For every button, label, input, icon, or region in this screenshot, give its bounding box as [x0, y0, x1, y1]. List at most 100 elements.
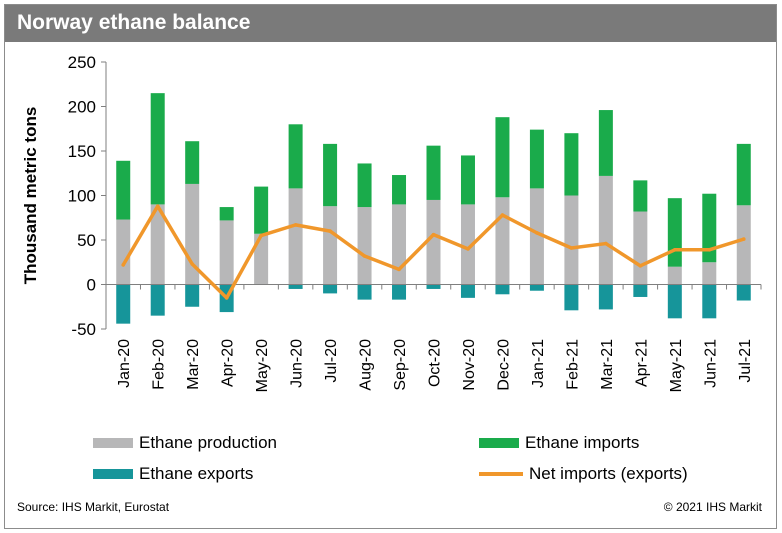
- net-imports-point: [293, 223, 298, 227]
- bar-production: [116, 219, 131, 285]
- chart-frame: Norway ethane balance -50 0 50 100 150 200 250…: [4, 4, 777, 529]
- bar-production: [667, 266, 682, 285]
- bar-production: [150, 204, 165, 285]
- net-imports-point: [604, 241, 608, 246]
- bar-imports: [460, 155, 475, 205]
- legend-imports-swatch: [479, 438, 519, 448]
- net-imports-point: [190, 262, 194, 266]
- x-tick-label: Jan-20: [116, 339, 133, 388]
- y-tick-label: 50: [77, 231, 96, 250]
- bar-imports: [323, 143, 338, 207]
- bar-imports: [667, 198, 682, 267]
- net-imports-point: [224, 296, 229, 300]
- bar-production: [460, 204, 475, 285]
- net-imports-point: [500, 213, 505, 217]
- bar-imports: [495, 117, 510, 198]
- source-note: Source: IHS Markit, Eurostat: [17, 500, 170, 514]
- legend-exports-swatch: [93, 469, 133, 479]
- chart-svg: -50 0 50 100 150 200 250 Thousand metric tons Ja…: [21, 53, 762, 392]
- bar-production: [357, 207, 372, 285]
- bar-exports: [288, 284, 303, 289]
- bar-production: [426, 199, 441, 285]
- bar-imports: [150, 93, 165, 205]
- chart-title: Norway ethane balance: [17, 11, 251, 34]
- bar-exports: [392, 284, 407, 300]
- legend-net-swatch: [479, 472, 523, 476]
- x-tick-label: Jan-21: [530, 339, 547, 388]
- x-tick-label: Jun-21: [702, 339, 719, 388]
- x-tick-label: Feb-21: [564, 339, 581, 390]
- bar-exports: [426, 284, 441, 289]
- bar-exports: [323, 284, 338, 294]
- bar-imports: [254, 186, 269, 234]
- x-tick-label: Mar-21: [599, 339, 616, 390]
- x-tick-label: Jul-21: [737, 339, 754, 383]
- net-imports-point: [535, 231, 539, 235]
- x-tick-label: May-21: [668, 339, 685, 392]
- legend-exports-label: Ethane exports: [139, 464, 254, 483]
- bar-exports: [633, 284, 648, 297]
- x-tick-label: Sep-20: [392, 339, 409, 391]
- bar-exports: [667, 284, 682, 319]
- bar-exports: [598, 284, 613, 310]
- bar-imports: [219, 207, 234, 221]
- bar-imports: [288, 124, 303, 189]
- bar-production: [254, 233, 269, 285]
- bar-imports: [633, 180, 648, 212]
- bar-imports: [598, 110, 613, 176]
- bar-imports: [116, 160, 131, 220]
- legend-imports-label: Ethane imports: [525, 433, 640, 452]
- net-imports-point: [707, 247, 712, 252]
- bar-imports: [529, 129, 544, 189]
- bar-exports: [357, 284, 372, 300]
- x-tick-label: Jun-20: [289, 339, 306, 388]
- bar-exports: [185, 284, 200, 307]
- net-imports-point: [328, 229, 332, 233]
- bar-production: [529, 188, 544, 285]
- bar-production: [633, 211, 648, 285]
- bar-production: [702, 262, 717, 285]
- x-tick-label: Jul-20: [323, 339, 340, 383]
- net-imports-point: [638, 264, 643, 268]
- legend-net: Net imports (exports): [479, 464, 688, 484]
- legend-production-swatch: [93, 438, 133, 448]
- bar-exports: [529, 284, 544, 291]
- net-imports-point: [259, 233, 263, 238]
- bar-imports: [564, 133, 579, 196]
- bar-exports: [495, 284, 510, 295]
- bar-production: [736, 205, 751, 285]
- bar-production: [323, 206, 338, 285]
- y-tick-label: -50: [71, 320, 96, 339]
- x-tick-label: May-20: [254, 339, 271, 392]
- bar-production: [219, 220, 234, 285]
- y-axis-title: Thousand metric tons: [21, 107, 40, 285]
- x-tick-label: Nov-20: [461, 339, 478, 391]
- bar-imports: [357, 163, 372, 208]
- y-tick-label: 200: [68, 98, 96, 117]
- net-imports-point: [673, 247, 677, 252]
- y-tick-label: 100: [68, 187, 96, 206]
- net-imports-point: [362, 254, 367, 258]
- bar-production: [564, 195, 579, 285]
- net-imports-point: [569, 246, 574, 250]
- title-bar: Norway ethane balance: [5, 5, 776, 42]
- legend-net-label: Net imports (exports): [529, 464, 688, 483]
- bar-exports: [702, 284, 717, 319]
- copyright-note: © 2021 IHS Markit: [663, 500, 762, 514]
- legend-imports: Ethane imports: [479, 433, 639, 453]
- bar-exports: [150, 284, 165, 316]
- x-tick-label: Apr-20: [220, 339, 237, 387]
- x-tick-label: Feb-20: [151, 339, 168, 390]
- bar-exports: [116, 284, 131, 324]
- x-tick-label: Oct-20: [427, 339, 444, 387]
- bar-imports: [702, 193, 717, 263]
- x-tick-label: Aug-20: [358, 339, 375, 391]
- y-tick-label: 150: [68, 142, 96, 161]
- x-tick-label: Apr-21: [633, 339, 650, 387]
- legend-production-label: Ethane production: [139, 433, 277, 452]
- bar-production: [288, 188, 303, 285]
- bar-exports: [564, 284, 579, 311]
- bar-imports: [392, 175, 407, 205]
- y-tick-label: 250: [68, 53, 96, 72]
- net-imports-point: [466, 247, 470, 251]
